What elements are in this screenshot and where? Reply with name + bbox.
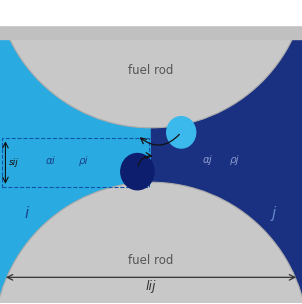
Bar xyxy=(0,1,151,303)
Circle shape xyxy=(0,0,302,128)
Bar xyxy=(0,1,302,25)
Text: ρi: ρi xyxy=(79,156,88,166)
Text: fuel rod: fuel rod xyxy=(128,64,174,77)
Text: fuel rod: fuel rod xyxy=(128,254,174,267)
Text: αi: αi xyxy=(45,156,55,166)
Text: j: j xyxy=(272,206,276,221)
Text: lij: lij xyxy=(146,280,156,293)
Text: sij: sij xyxy=(9,158,19,167)
Bar xyxy=(2,138,149,187)
Text: i: i xyxy=(24,206,28,221)
Ellipse shape xyxy=(167,117,196,148)
Text: αj: αj xyxy=(202,154,212,164)
Bar xyxy=(0,25,302,39)
Circle shape xyxy=(0,182,302,304)
Text: ρj: ρj xyxy=(230,154,239,164)
Bar xyxy=(151,1,302,303)
Ellipse shape xyxy=(121,154,154,190)
